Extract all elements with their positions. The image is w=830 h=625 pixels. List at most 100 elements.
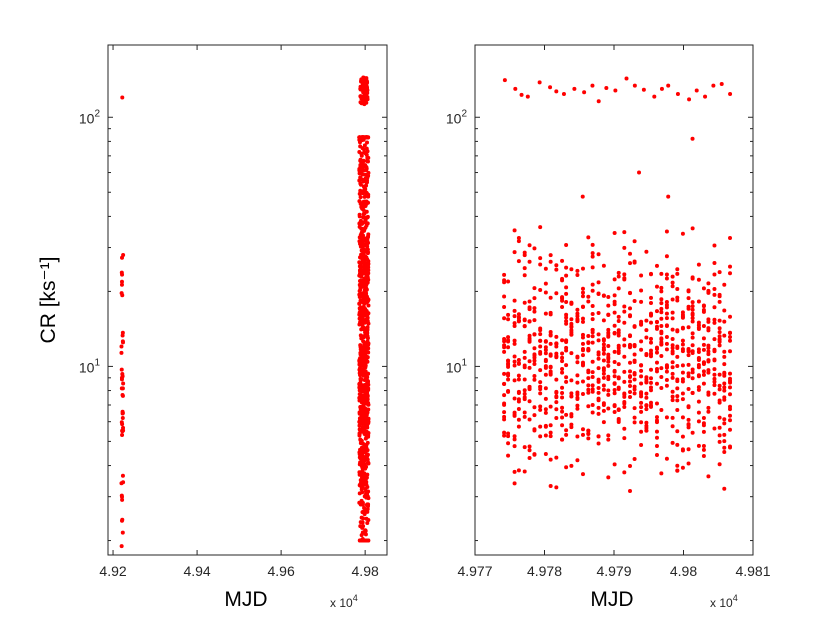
data-point (560, 437, 565, 442)
data-point (575, 434, 580, 439)
data-point (548, 353, 553, 358)
data-point (632, 259, 637, 264)
data-point (606, 344, 611, 349)
data-point (680, 315, 685, 320)
data-point (548, 365, 553, 370)
data-point (675, 429, 680, 434)
data-point (654, 350, 659, 355)
data-point (512, 481, 517, 486)
data-point (361, 516, 366, 521)
data-point (361, 158, 366, 163)
data-point (548, 457, 553, 462)
data-point (564, 428, 569, 433)
data-point (664, 324, 669, 328)
data-point (717, 383, 722, 388)
data-point (580, 294, 585, 299)
data-point (580, 319, 585, 324)
data-point (365, 86, 370, 91)
data-point (622, 426, 627, 431)
data-point (522, 377, 527, 382)
data-point (519, 92, 524, 97)
data-point (575, 318, 580, 323)
right-x-tick-label: 4.978 (527, 563, 562, 579)
data-point (596, 310, 601, 315)
data-point (654, 435, 659, 440)
data-point (686, 353, 691, 358)
data-point (606, 406, 611, 411)
data-point (527, 305, 532, 310)
data-point (654, 284, 659, 289)
data-point (654, 444, 659, 449)
data-point (580, 392, 585, 397)
data-point (632, 415, 637, 420)
data-point (586, 341, 591, 346)
data-point (554, 344, 559, 349)
data-point (675, 267, 680, 272)
data-point (596, 332, 601, 337)
data-point (632, 324, 637, 329)
data-point (527, 417, 532, 422)
data-point (366, 407, 371, 412)
data-point (639, 322, 644, 327)
data-point (706, 326, 711, 331)
data-point (366, 173, 371, 178)
data-point (728, 418, 733, 423)
data-point (606, 433, 611, 438)
data-point (532, 306, 537, 311)
data-point (502, 305, 507, 310)
data-point (360, 502, 365, 507)
data-point (365, 215, 370, 220)
data-point (532, 286, 537, 291)
data-point (717, 387, 722, 392)
data-point (664, 229, 669, 234)
data-point (502, 336, 507, 341)
data-point (506, 434, 511, 439)
data-point (506, 338, 511, 343)
data-point (596, 252, 601, 257)
data-point (357, 455, 362, 460)
data-point (560, 276, 565, 281)
data-point (358, 219, 363, 224)
data-point (670, 424, 675, 429)
data-point (586, 428, 591, 433)
data-point (722, 385, 727, 390)
data-point (596, 390, 601, 395)
data-point (512, 378, 517, 383)
data-point (717, 299, 722, 304)
data-point (675, 398, 680, 403)
data-point (670, 375, 675, 380)
data-point (564, 348, 569, 353)
data-point (358, 232, 363, 237)
data-point (363, 390, 368, 395)
data-point (664, 272, 669, 277)
data-point (120, 494, 124, 499)
data-point (359, 77, 364, 82)
data-point (512, 363, 517, 368)
data-point (120, 530, 125, 535)
data-point (360, 80, 365, 85)
data-point (364, 442, 369, 447)
data-point (364, 283, 369, 288)
data-point (606, 388, 611, 393)
data-point (686, 306, 691, 311)
data-point (512, 410, 517, 415)
data-point (569, 328, 574, 333)
data-point (358, 343, 363, 348)
data-point (357, 191, 362, 196)
data-point (696, 410, 701, 415)
data-point (538, 407, 543, 412)
data-point (644, 328, 649, 333)
data-point (366, 402, 371, 407)
data-point (701, 308, 706, 313)
data-point (580, 266, 585, 271)
data-point (538, 351, 543, 356)
data-point (366, 416, 371, 421)
data-point (366, 433, 371, 438)
data-point (365, 395, 370, 400)
data-point (616, 333, 621, 338)
data-point (686, 423, 691, 428)
data-point (728, 236, 733, 241)
data-point (357, 301, 362, 306)
data-point (506, 453, 511, 458)
data-point (649, 376, 653, 381)
